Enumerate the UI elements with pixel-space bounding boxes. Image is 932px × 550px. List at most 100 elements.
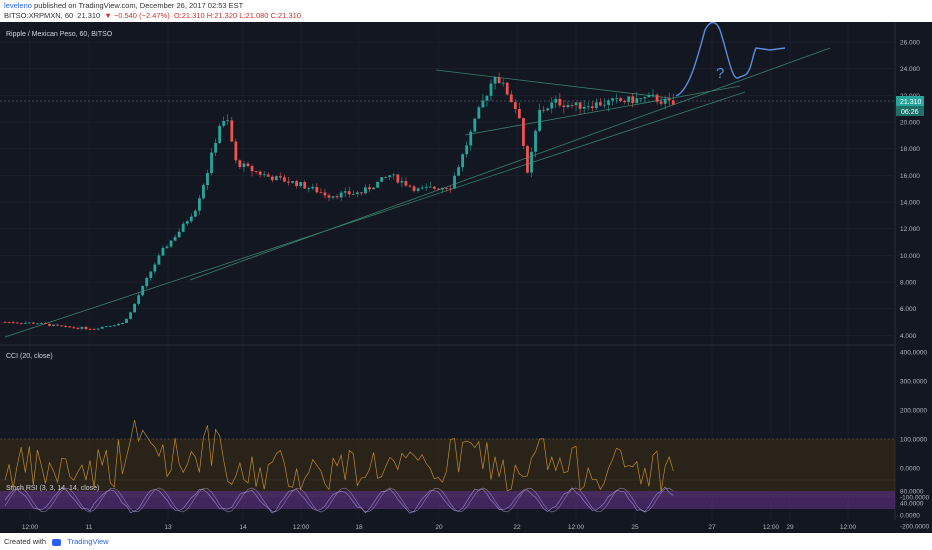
candle-body	[36, 323, 39, 325]
candle-body	[40, 323, 43, 324]
candle-body	[125, 318, 128, 323]
ohlc-values: O:21.310 H:21.320 L:21.080 C:21.310	[173, 11, 301, 20]
stoch-rsi-d-line	[4, 487, 674, 513]
candle-body	[436, 188, 440, 190]
candle-body	[279, 176, 282, 178]
time-tick-label: 12:00	[763, 524, 780, 531]
chart-canvas[interactable]: Ripple / Mexican Peso, 60, BITSO CCI (20…	[0, 22, 932, 533]
candle-body	[457, 167, 460, 176]
tradingview-brand-link[interactable]: TradingView	[67, 537, 109, 546]
candle-body	[631, 96, 635, 104]
time-tick-label: 11	[86, 524, 93, 531]
candle-body	[513, 102, 517, 109]
candle-body	[295, 181, 298, 187]
candle-body	[639, 98, 643, 100]
candle-body	[368, 187, 371, 190]
candle-body	[88, 328, 92, 330]
candle-body	[319, 192, 323, 194]
stoch-rsi-band	[0, 491, 895, 509]
price-tick-label: 12.000	[900, 226, 920, 233]
price-tick-label: 10.000	[900, 253, 920, 260]
candle-body	[372, 187, 375, 190]
candle-body	[185, 221, 189, 224]
candle-body	[420, 187, 424, 189]
candle-body	[441, 187, 444, 190]
last-price: 21.310	[77, 11, 101, 20]
main-pane-title: Ripple / Mexican Peso, 60, BITSO	[6, 31, 113, 38]
candle-body	[218, 125, 222, 143]
candle-body	[400, 181, 404, 183]
candle-body	[266, 174, 270, 177]
candle-body	[428, 186, 432, 188]
candle-body	[339, 192, 343, 198]
candle-body	[108, 325, 112, 327]
candle-body	[526, 145, 529, 173]
tradingview-logo-icon	[52, 538, 62, 546]
cci-tick-label: 200.0000	[900, 408, 927, 415]
candle-body	[331, 196, 335, 198]
triangle-bottom-line	[464, 85, 741, 136]
candle-body	[570, 105, 574, 106]
candle-body	[380, 177, 384, 182]
stoch-rsi-tick-label: 0.0000	[900, 513, 920, 520]
cci-tick-label: -200.0000	[900, 524, 930, 531]
candle-body	[270, 176, 274, 181]
candle-body	[667, 98, 671, 101]
author-link[interactable]: leveleno	[4, 1, 32, 10]
price-candles	[3, 72, 675, 331]
countdown-tag	[896, 106, 924, 116]
candle-body	[465, 145, 469, 155]
candle-body	[177, 231, 181, 238]
candle-body	[92, 329, 96, 330]
candle-body	[424, 186, 428, 188]
candle-body	[100, 326, 104, 329]
candle-body	[137, 295, 141, 304]
header: leveleno published on TradingView.com, D…	[0, 0, 932, 22]
candle-body	[226, 120, 230, 122]
candle-body	[530, 151, 533, 173]
candle-body	[157, 255, 161, 265]
cci-pane-title: CCI (20, close)	[6, 353, 53, 360]
candle-body	[299, 182, 303, 187]
price-tick-label: 4.000	[900, 333, 917, 340]
time-tick-label: 13	[164, 524, 172, 531]
candle-body	[590, 106, 594, 109]
candle-body	[598, 102, 602, 106]
price-tick-label: 24.000	[900, 66, 920, 73]
time-tick-label: 22	[513, 524, 521, 531]
candle-body	[497, 77, 501, 83]
candle-body	[659, 101, 663, 104]
time-tick-label: 20	[435, 524, 443, 531]
candle-body	[48, 323, 51, 326]
time-tick-label: 29	[786, 524, 794, 531]
time-axis[interactable]: 12:00 11 13 14 12:00 18 20 22 12:00 25 27 12:00 29 12…	[22, 524, 857, 531]
price-change: ▼ −0.540 (−2.47%)	[104, 11, 170, 20]
candle-body	[202, 185, 205, 199]
candle-body	[44, 323, 47, 324]
candle-body	[189, 216, 193, 222]
candle-body	[145, 277, 149, 287]
candle-body	[392, 174, 396, 176]
candle-body	[343, 191, 347, 193]
candle-body	[408, 185, 412, 187]
candle-body	[388, 175, 392, 178]
candle-body	[210, 152, 213, 174]
candle-body	[112, 325, 116, 327]
candle-body	[274, 176, 278, 181]
stoch-rsi-tick-label: 40.0000	[900, 501, 924, 508]
candle-body	[538, 109, 541, 131]
candle-body	[222, 121, 226, 126]
candle-body	[335, 196, 339, 198]
candle-body	[258, 171, 262, 175]
candle-body	[262, 174, 266, 176]
candle-body	[522, 118, 525, 146]
candle-body	[607, 100, 610, 105]
candle-body	[611, 98, 614, 101]
candle-body	[671, 100, 675, 105]
candle-body	[445, 187, 448, 189]
candle-body	[31, 322, 35, 324]
candle-body	[453, 175, 456, 189]
cci-tick-label: 300.0000	[900, 379, 927, 386]
cci-band	[0, 439, 895, 497]
candle-body	[477, 107, 481, 119]
